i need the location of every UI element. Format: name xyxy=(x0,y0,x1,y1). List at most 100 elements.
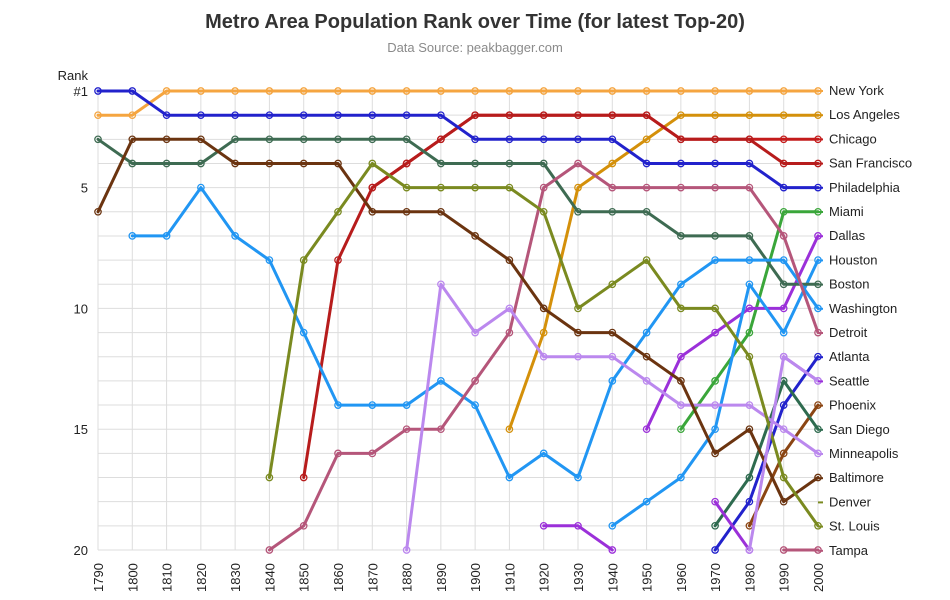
x-tick-label: 1840 xyxy=(262,563,277,592)
legend-label-st-louis: St. Louis xyxy=(829,519,880,534)
data-point-boston xyxy=(94,135,102,144)
data-point-boston xyxy=(437,159,445,168)
data-point-san-francisco xyxy=(539,111,548,120)
data-point-baltimore xyxy=(402,207,411,216)
legend-label-denver: Denver xyxy=(829,494,872,509)
data-point-st-louis xyxy=(437,183,445,192)
series-line-extra xyxy=(713,500,751,552)
data-point-los-angeles xyxy=(677,111,685,120)
data-point-philadelphia xyxy=(505,135,514,144)
data-point-dallas xyxy=(677,352,685,361)
data-point-st-louis xyxy=(368,159,377,168)
data-point-houston xyxy=(608,521,617,530)
data-point-boston xyxy=(539,159,548,168)
data-point-boston xyxy=(231,135,239,144)
legend-label-dallas: Dallas xyxy=(829,228,866,243)
data-point-san-francisco xyxy=(779,159,788,168)
series xyxy=(94,87,822,554)
data-point-new-york xyxy=(128,111,137,120)
data-point-los-angeles xyxy=(539,328,548,337)
data-point-boston xyxy=(677,232,685,240)
data-point-st-louis xyxy=(574,304,582,313)
data-point-extra xyxy=(608,546,617,554)
legend-label-tampa: Tampa xyxy=(829,543,869,558)
data-point-detroit xyxy=(574,159,582,168)
data-point-minneapolis xyxy=(471,328,479,337)
data-point-los-angeles xyxy=(505,425,514,434)
data-point-baltimore xyxy=(299,159,308,168)
data-point-san-diego xyxy=(745,473,754,482)
x-tick-label: 1880 xyxy=(400,563,415,592)
x-tick-label: 1980 xyxy=(742,563,757,592)
x-tick-label: 1820 xyxy=(194,563,209,592)
data-point-detroit xyxy=(471,377,479,385)
data-point-boston xyxy=(368,135,377,144)
data-point-st-louis xyxy=(745,352,754,361)
data-point-detroit xyxy=(402,425,411,434)
data-point-boston xyxy=(608,207,617,216)
data-point-baltimore xyxy=(368,207,377,216)
data-point-detroit xyxy=(539,183,548,192)
data-point-washington xyxy=(231,232,239,240)
data-point-philadelphia xyxy=(608,135,617,144)
data-point-detroit xyxy=(608,183,617,192)
data-point-washington xyxy=(779,256,788,264)
data-point-dallas xyxy=(711,328,719,337)
data-point-new-york xyxy=(299,87,308,95)
data-point-san-francisco xyxy=(677,135,685,144)
data-point-los-angeles xyxy=(642,135,651,144)
data-point-new-york xyxy=(265,87,274,95)
y-tick-label: 5 xyxy=(81,181,88,196)
y-tick-label: 10 xyxy=(74,301,88,316)
legend-label-seattle: Seattle xyxy=(829,373,869,388)
data-point-san-francisco xyxy=(505,111,514,120)
series-line-detroit xyxy=(267,162,820,552)
data-point-baltimore xyxy=(265,159,274,168)
data-point-new-york xyxy=(677,87,685,95)
data-point-new-york xyxy=(505,87,514,95)
data-point-baltimore xyxy=(128,135,137,144)
data-point-san-francisco xyxy=(642,111,651,120)
x-tick-label: 1910 xyxy=(502,563,517,592)
data-point-washington xyxy=(574,473,582,482)
data-point-san-francisco xyxy=(437,135,445,144)
y-tick-label: 20 xyxy=(74,543,88,558)
data-point-extra xyxy=(745,546,754,554)
data-point-minneapolis xyxy=(505,304,514,313)
data-point-new-york xyxy=(197,87,205,95)
x-tick-label: 1950 xyxy=(640,563,655,592)
data-point-boston xyxy=(745,232,754,240)
y-tick-label: 15 xyxy=(74,422,88,437)
x-tick-label: 1790 xyxy=(91,563,106,592)
data-point-washington xyxy=(265,256,274,264)
data-point-baltimore xyxy=(437,207,445,216)
data-point-baltimore xyxy=(677,377,685,385)
data-point-philadelphia xyxy=(677,159,685,168)
data-point-boston xyxy=(642,207,651,216)
data-point-philadelphia xyxy=(162,111,171,120)
data-point-boston xyxy=(779,280,788,289)
data-point-st-louis xyxy=(711,304,719,313)
x-tick-label: 1970 xyxy=(708,563,723,592)
data-point-st-louis xyxy=(334,207,342,216)
data-point-san-francisco xyxy=(368,183,377,192)
data-point-san-francisco xyxy=(334,256,342,264)
data-point-detroit xyxy=(437,425,445,434)
data-point-chicago xyxy=(779,135,788,144)
x-tick-label: 1830 xyxy=(228,563,243,592)
data-point-miami xyxy=(677,425,685,434)
data-point-st-louis xyxy=(642,256,651,264)
data-point-boston xyxy=(334,135,342,144)
data-point-houston xyxy=(677,473,685,482)
data-point-new-york xyxy=(471,87,479,95)
data-point-philadelphia xyxy=(197,111,205,120)
data-point-st-louis xyxy=(677,304,685,313)
y-tick-label: #1 xyxy=(74,84,88,99)
data-point-washington xyxy=(505,473,514,482)
chart-subtitle: Data Source: peakbagger.com xyxy=(387,40,563,55)
data-point-new-york xyxy=(539,87,548,95)
data-point-minneapolis xyxy=(711,401,719,409)
legend-label-phoenix: Phoenix xyxy=(829,398,876,413)
series-line-minneapolis xyxy=(405,282,820,552)
data-point-new-york xyxy=(94,111,102,120)
